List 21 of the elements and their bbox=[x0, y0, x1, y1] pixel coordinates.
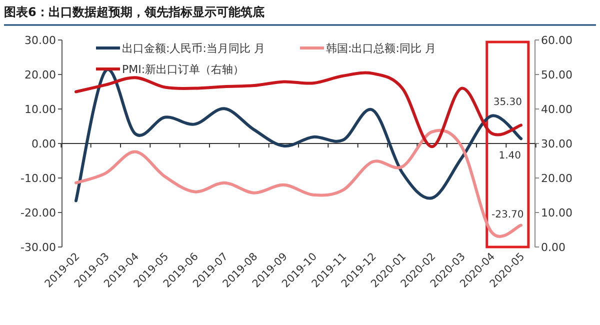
y2-tick-label: 40.00 bbox=[541, 103, 572, 116]
data-label: 1.40 bbox=[498, 150, 521, 162]
y-tick-label: 10.00 bbox=[24, 103, 56, 116]
data-label: -23.70 bbox=[492, 209, 524, 220]
y2-tick-label: 0.00 bbox=[541, 241, 566, 254]
y-tick-label: 30.00 bbox=[24, 34, 56, 47]
y-tick-label: 0.00 bbox=[32, 138, 56, 150]
data-label: 35.30 bbox=[493, 97, 522, 108]
y-tick-label: -30.00 bbox=[20, 241, 56, 254]
y2-tick-label: 10.00 bbox=[541, 206, 572, 220]
legend-label: PMI:新出口订单（右轴） bbox=[122, 63, 244, 76]
y-tick-label: 20.00 bbox=[24, 68, 56, 82]
y-tick-label: -10.00 bbox=[20, 172, 56, 185]
legend-label: 出口金额:人民币:当月同比 月 bbox=[122, 42, 265, 55]
y2-tick-label: 60.00 bbox=[541, 34, 572, 47]
y2-tick-label: 20.00 bbox=[541, 172, 572, 185]
legend-label: 韩国:出口总额:同比 月 bbox=[326, 42, 436, 55]
y2-tick-label: 30.00 bbox=[541, 138, 572, 150]
y-tick-label: -20.00 bbox=[20, 206, 56, 220]
chart-title: 图表6：出口数据超预期，领先指标显示可能筑底 bbox=[4, 5, 264, 19]
y2-tick-label: 50.00 bbox=[541, 68, 572, 82]
